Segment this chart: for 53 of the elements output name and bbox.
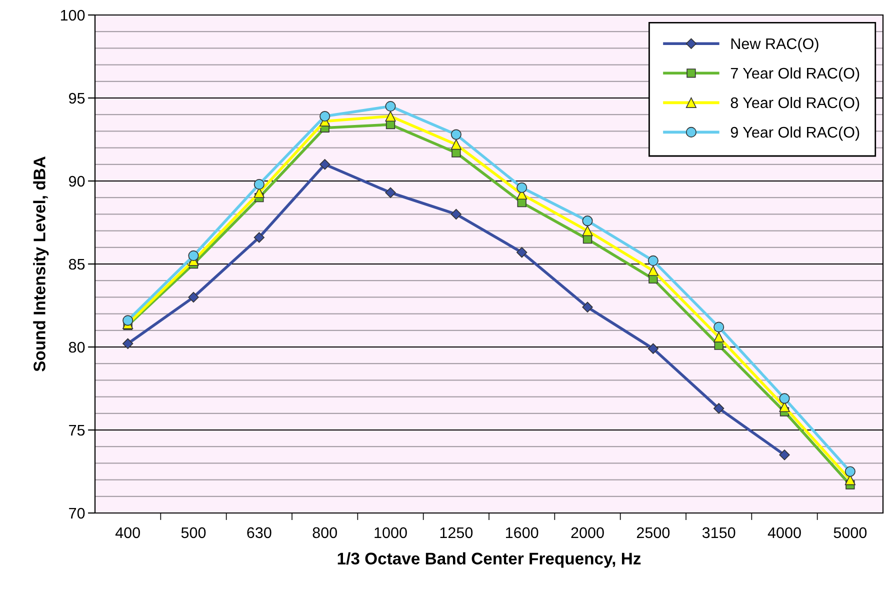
point bbox=[385, 101, 396, 112]
x-tick-label: 1250 bbox=[440, 527, 473, 538]
point bbox=[188, 292, 199, 303]
x-tick-label: 2500 bbox=[636, 527, 670, 538]
point bbox=[582, 302, 593, 312]
point bbox=[714, 403, 724, 414]
point bbox=[648, 265, 658, 276]
y-tick-label: 80 bbox=[68, 342, 85, 353]
point bbox=[254, 232, 264, 243]
y-tick-label: 70 bbox=[69, 508, 85, 519]
y-tick-label: 75 bbox=[69, 425, 85, 436]
point bbox=[320, 110, 330, 122]
point bbox=[385, 187, 396, 198]
point bbox=[714, 332, 724, 342]
x-tick-label: 3150 bbox=[702, 527, 736, 538]
point bbox=[385, 110, 396, 122]
x-axis-title: 1/3 Octave Band Center Frequency, Hz bbox=[338, 552, 641, 568]
y-tick-label: 100 bbox=[60, 10, 85, 21]
point bbox=[582, 226, 593, 236]
point bbox=[714, 322, 724, 332]
point bbox=[122, 315, 134, 326]
legend-label: 8 Year Old RAC(O) bbox=[730, 96, 860, 112]
point bbox=[450, 129, 462, 140]
y-tick-label: 85 bbox=[68, 258, 85, 270]
x-tick-label: 500 bbox=[181, 527, 206, 538]
y-tick-label: 90 bbox=[69, 176, 85, 187]
point bbox=[648, 255, 658, 266]
x-tick-label: 5000 bbox=[834, 527, 867, 538]
point bbox=[254, 179, 264, 190]
y-tick-label: 95 bbox=[69, 92, 85, 104]
x-tick-label: 630 bbox=[247, 527, 272, 538]
legend-label: New RAC(O) bbox=[731, 38, 818, 52]
point bbox=[779, 393, 790, 404]
x-tick-label: 800 bbox=[312, 527, 337, 538]
legend-label: 9 Year Old RAC(O) bbox=[730, 126, 860, 141]
legend-label: 7 Year Old RAC(O) bbox=[730, 67, 860, 82]
point bbox=[648, 343, 658, 354]
x-tick-label: 4000 bbox=[768, 527, 801, 538]
point bbox=[320, 159, 330, 170]
y-axis-title: Sound Intensity Level, dBA bbox=[33, 156, 49, 372]
x-tick-label: 400 bbox=[115, 527, 140, 538]
point bbox=[188, 250, 199, 261]
point bbox=[516, 247, 528, 258]
x-tick-label: 1600 bbox=[506, 527, 538, 538]
point bbox=[779, 450, 790, 460]
x-tick-label: 1000 bbox=[374, 527, 407, 538]
point bbox=[122, 338, 134, 350]
point bbox=[450, 139, 462, 150]
point bbox=[450, 208, 462, 220]
point bbox=[516, 182, 528, 193]
point bbox=[844, 466, 856, 477]
point bbox=[582, 216, 593, 226]
x-tick-label: 2000 bbox=[571, 527, 604, 538]
